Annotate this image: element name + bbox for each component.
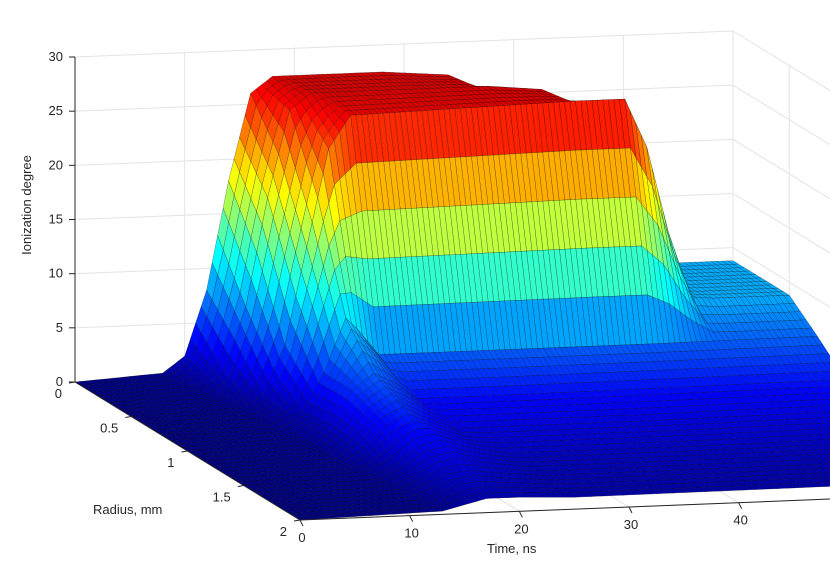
x-tick (409, 515, 414, 522)
z-tick-label: 30 (49, 49, 63, 64)
x-axis-label: Time, ns (487, 541, 537, 556)
x-tick (628, 506, 633, 514)
y-tick-label: 1 (167, 455, 174, 470)
x-tick (738, 502, 743, 509)
x-tick-label: 40 (733, 513, 747, 528)
x-tick (518, 511, 523, 518)
x-tick-label: 30 (624, 517, 638, 532)
y-tick-label: 2 (280, 524, 287, 539)
x-tick-label: 20 (514, 521, 528, 536)
grid-line (732, 193, 830, 254)
y-tick-label: 0.5 (100, 421, 118, 436)
surface (74, 71, 830, 521)
y-tick-label: 1.5 (213, 490, 231, 505)
y-tick (125, 416, 132, 418)
grid-line (732, 138, 830, 200)
x-tick-label: 10 (404, 526, 418, 541)
z-tick-label: 5 (56, 320, 63, 335)
y-tick (237, 485, 244, 487)
grid-line (74, 30, 734, 58)
y-axis-label: Radius, mm (93, 502, 162, 517)
z-axis-label: Ionization degree (19, 155, 34, 255)
x-tick (299, 519, 304, 527)
y-tick (181, 450, 188, 453)
z-tick-label: 25 (49, 103, 63, 118)
y-tick-label: 0 (55, 386, 62, 401)
z-tick-label: 15 (49, 212, 63, 227)
z-tick-label: 20 (49, 157, 63, 172)
y-tick (293, 519, 301, 522)
grid-line (732, 30, 830, 92)
grid-line (732, 247, 830, 308)
grid-line (732, 84, 830, 146)
x-tick-label: 0 (298, 530, 305, 545)
z-tick-label: 10 (49, 266, 63, 281)
